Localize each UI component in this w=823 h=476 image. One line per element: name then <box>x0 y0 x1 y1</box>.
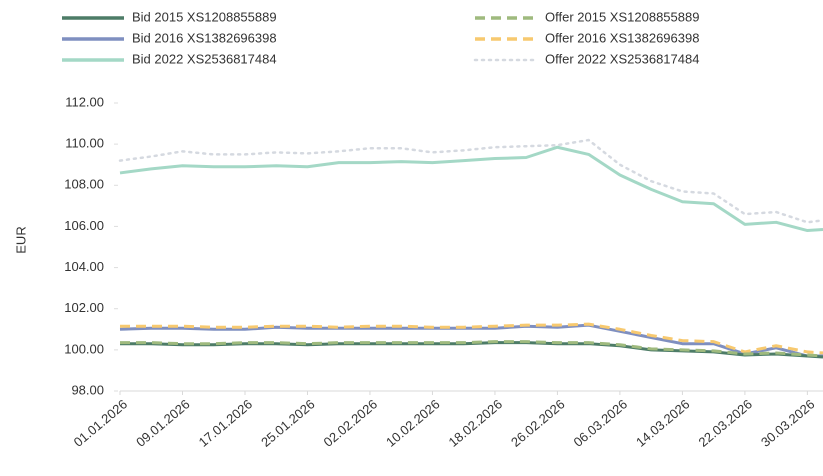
y-tick-label: 104.00 <box>64 259 104 274</box>
series-line <box>120 322 823 355</box>
x-tick-label: 30.03.2026 <box>758 396 817 449</box>
x-tick-label: 10.02.2026 <box>383 396 442 449</box>
y-axis-label: EUR <box>13 226 28 253</box>
y-tick-label: 112.00 <box>65 94 104 109</box>
legend-label: Bid 2016 XS1382696398 <box>132 30 277 45</box>
x-tick-label: 25.01.2026 <box>258 396 317 449</box>
x-tick-label: 26.02.2026 <box>508 396 567 449</box>
series-line <box>119 145 823 233</box>
y-tick-label: 110.00 <box>65 136 104 151</box>
x-tick-label: 06.03.2026 <box>571 396 630 449</box>
legend-label: Bid 2022 XS2536817484 <box>132 51 277 66</box>
y-tick-label: 106.00 <box>64 218 104 233</box>
legend-label: Offer 2016 XS1382696398 <box>545 30 699 45</box>
legend-label: Bid 2015 XS1208855889 <box>132 9 277 24</box>
x-tick-label: 14.03.2026 <box>633 396 692 449</box>
y-tick-label: 102.00 <box>64 300 104 315</box>
series-line <box>120 340 823 358</box>
x-tick-label: 02.02.2026 <box>321 396 380 449</box>
series-line <box>118 138 823 224</box>
y-tick-label: 100.00 <box>64 341 104 356</box>
x-tick-label: 22.03.2026 <box>696 396 755 449</box>
legend-label: Offer 2022 XS2536817484 <box>545 51 699 66</box>
x-tick-label: 17.01.2026 <box>196 396 255 449</box>
y-tick-label: 108.00 <box>64 177 104 192</box>
x-tick-label: 18.02.2026 <box>446 396 505 449</box>
x-tick-label: 09.01.2026 <box>133 396 192 449</box>
x-tick-label: 01.01.2026 <box>71 396 130 449</box>
series-line <box>119 323 823 358</box>
y-tick-label: 98.00 <box>71 382 104 397</box>
legend-label: Offer 2015 XS1208855889 <box>545 9 699 24</box>
